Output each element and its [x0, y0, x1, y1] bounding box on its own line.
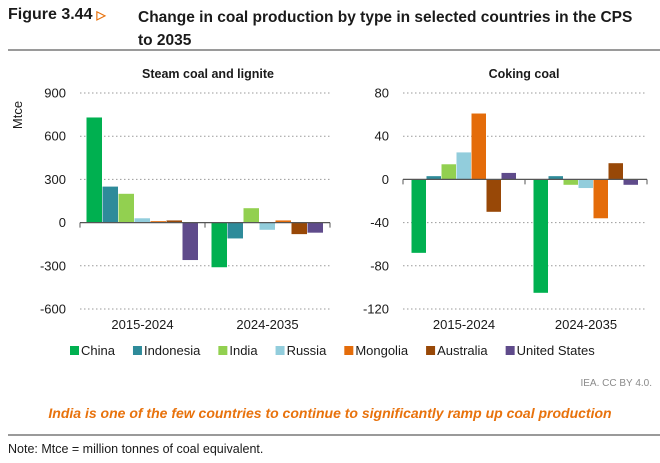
- bar-india: [441, 164, 456, 180]
- y-tick-label: -300: [40, 258, 66, 273]
- legend-label: United States: [517, 343, 596, 358]
- credit: IEA. CC BY 4.0.: [580, 378, 652, 389]
- x-tick-label: 2015-2024: [433, 317, 495, 332]
- y-tick-label: 600: [44, 129, 66, 144]
- legend-label: Mongolia: [355, 343, 409, 358]
- y-tick-label: 80: [375, 86, 389, 101]
- bar-russia: [259, 222, 275, 230]
- y-tick-label: 900: [44, 86, 66, 101]
- bar-mongolia: [275, 220, 291, 223]
- bar-india: [118, 193, 134, 223]
- bar-russia: [456, 152, 471, 180]
- legend-swatch: [70, 346, 79, 355]
- y-tick-label: -120: [363, 302, 389, 317]
- bar-mongolia: [471, 113, 486, 180]
- bar-australia: [486, 179, 501, 212]
- bar-india: [563, 179, 578, 185]
- figure-label: Figure 3.44 ▷: [8, 6, 106, 24]
- x-tick-label: 2015-2024: [111, 317, 173, 332]
- bar-russia: [134, 218, 150, 223]
- legend-label: Russia: [287, 343, 328, 358]
- bar-united-states: [623, 179, 638, 185]
- x-tick-label: 2024-2035: [555, 317, 617, 332]
- top-divider: [8, 49, 660, 51]
- bar-china: [86, 117, 102, 223]
- bar-indonesia: [426, 176, 441, 180]
- bar-mongolia: [150, 221, 166, 223]
- y-tick-label: 300: [44, 172, 66, 187]
- y-tick-label: -40: [370, 215, 389, 230]
- figure-title: Change in coal production by type in sel…: [138, 9, 633, 49]
- bar-indonesia: [227, 222, 243, 239]
- y-tick-label: 40: [375, 129, 389, 144]
- note: Note: Mtce = million tonnes of coal equi…: [8, 442, 264, 456]
- bar-united-states: [307, 222, 323, 233]
- figure-number: Figure 3.44: [8, 6, 93, 23]
- bar-russia: [578, 179, 593, 189]
- y-axis-label: Mtce: [10, 101, 25, 129]
- legend-label: Indonesia: [144, 343, 201, 358]
- bottom-divider: [8, 434, 660, 436]
- legend-swatch: [344, 346, 354, 355]
- bar-australia: [608, 163, 623, 180]
- bar-united-states: [182, 222, 198, 261]
- bar-india: [243, 208, 259, 223]
- bar-mongolia: [593, 179, 608, 219]
- legend-swatch: [218, 346, 228, 355]
- x-tick-label: 2024-2035: [236, 317, 298, 332]
- bar-china: [211, 222, 227, 268]
- bar-china: [533, 179, 548, 293]
- bar-australia: [166, 220, 182, 223]
- y-tick-label: 0: [382, 172, 389, 187]
- bar-united-states: [501, 172, 516, 180]
- panel-title: Coking coal: [489, 67, 560, 81]
- legend-swatch: [132, 346, 142, 355]
- legend-swatch: [426, 346, 436, 355]
- bar-china: [411, 179, 426, 253]
- y-tick-label: -600: [40, 302, 66, 317]
- legend-label: India: [229, 343, 258, 358]
- y-tick-label: -80: [370, 258, 389, 273]
- triangle-icon: ▷: [96, 8, 106, 22]
- bar-indonesia: [102, 186, 118, 223]
- legend-label: China: [81, 343, 116, 358]
- panel-title: Steam coal and lignite: [142, 67, 274, 81]
- y-tick-label: 0: [59, 215, 66, 230]
- legend-swatch: [275, 346, 285, 355]
- legend-label: Australia: [437, 343, 488, 358]
- bar-indonesia: [548, 176, 563, 180]
- takeaway: India is one of the few countries to con…: [48, 405, 612, 421]
- bar-australia: [291, 222, 307, 235]
- legend-swatch: [505, 346, 515, 355]
